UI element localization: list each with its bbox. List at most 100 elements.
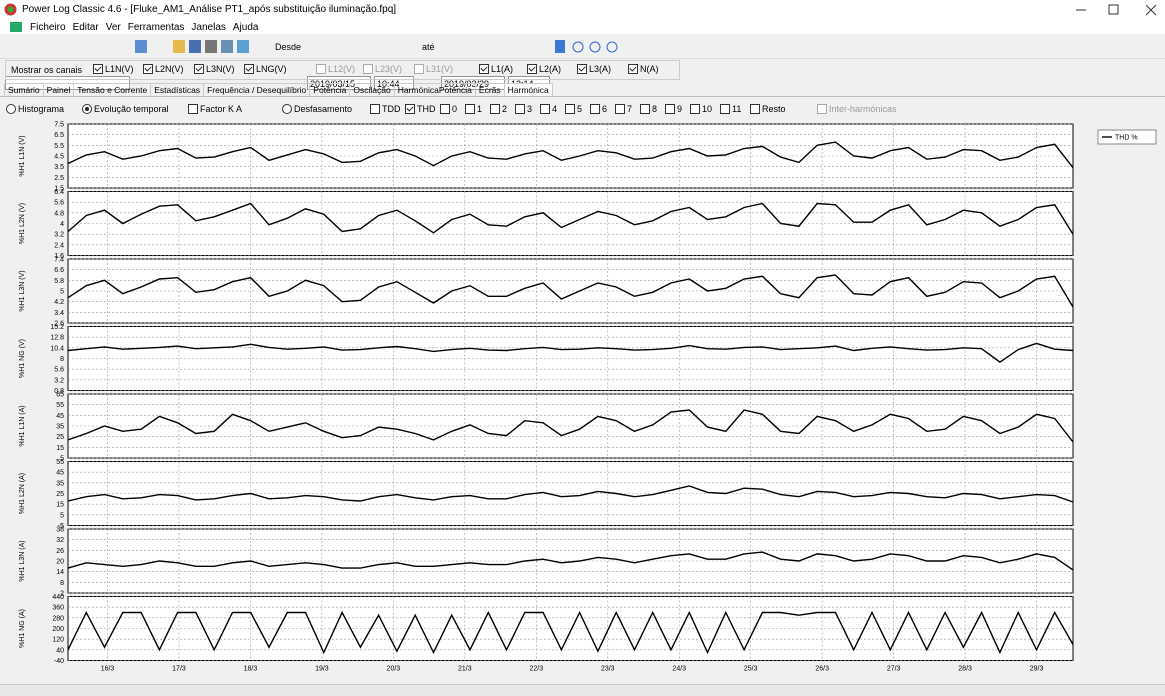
channel-label: L2N(V) (155, 64, 184, 74)
radio[interactable] (282, 104, 292, 114)
harmonic-checkbox[interactable]: Resto (750, 104, 786, 114)
y-tick-label: 2.5 (54, 175, 64, 182)
checkbox[interactable] (690, 104, 700, 114)
channel-checkbox[interactable]: L2(A) (527, 64, 561, 74)
menu-item[interactable]: Ajuda (232, 21, 259, 33)
channel-checkbox[interactable]: L2N(V) (143, 64, 184, 74)
x-tick-label: 24/3 (672, 666, 686, 673)
option-label: 1 (477, 104, 483, 114)
channel-checkbox[interactable]: N(A) (628, 64, 659, 74)
zoom-icons[interactable] (553, 39, 633, 55)
y-tick-label: 45 (56, 470, 64, 477)
checkbox[interactable] (720, 104, 730, 114)
radio[interactable] (82, 104, 92, 114)
checkbox[interactable] (370, 104, 380, 114)
channel-checkbox[interactable]: LNG(V) (244, 64, 287, 74)
checkbox[interactable] (527, 64, 537, 74)
harmonic-checkbox[interactable]: 8 (640, 104, 657, 114)
plot-area (67, 461, 1074, 526)
harmonic-checkbox: Inter-harmónicas (817, 104, 897, 114)
checkbox (316, 64, 326, 74)
menu-bar: Ficheiro Editar Ver Ferramentas Janelas Ajuda (0, 20, 1165, 34)
harmonic-checkbox[interactable]: 4 (540, 104, 557, 114)
radio-option[interactable]: Histograma (6, 104, 64, 114)
checkbox (363, 64, 373, 74)
channel-checkbox: L23(V) (363, 64, 402, 74)
channel-checkbox[interactable]: L1N(V) (93, 64, 134, 74)
y-tick-label: 5 (60, 512, 64, 519)
option-label: Resto (762, 104, 786, 114)
menu-item[interactable]: Ferramentas (127, 21, 185, 33)
y-axis-label: %H1 NG (A) (19, 609, 26, 648)
checkbox[interactable] (577, 64, 587, 74)
data-line (67, 409, 1074, 443)
y-tick-label: 15 (56, 445, 64, 452)
menu-item[interactable]: Ficheiro (30, 21, 66, 33)
checkbox[interactable] (750, 104, 760, 114)
checkbox[interactable] (194, 64, 204, 74)
y-axis-label: %H1 L3N (V) (19, 270, 26, 311)
harmonic-checkbox[interactable]: 3 (515, 104, 532, 114)
checkbox[interactable] (615, 104, 625, 114)
option-label: 9 (677, 104, 683, 114)
harmonic-checkbox[interactable]: TDD (370, 104, 401, 114)
checkbox[interactable] (465, 104, 475, 114)
harmonic-checkbox[interactable]: 11 (720, 104, 741, 114)
checkbox[interactable] (490, 104, 500, 114)
checkbox[interactable] (665, 104, 675, 114)
checkbox[interactable] (479, 64, 489, 74)
harmonic-checkbox[interactable]: 2 (490, 104, 507, 114)
channel-label: L3N(V) (206, 64, 235, 74)
checkbox[interactable] (93, 64, 103, 74)
y-tick-label: 26 (56, 548, 64, 555)
checkbox[interactable] (628, 64, 638, 74)
channel-checkbox[interactable]: L3(A) (577, 64, 611, 74)
toolbar-icons[interactable] (133, 39, 263, 55)
channel-checkbox[interactable]: L3N(V) (194, 64, 235, 74)
window-title: Power Log Classic 4.6 - [Fluke_AM1_Análi… (22, 4, 397, 15)
tab[interactable]: Harmónica (503, 83, 553, 96)
y-tick-label: 2.4 (54, 242, 64, 249)
harmonic-checkbox[interactable]: 10 (690, 104, 712, 114)
y-tick-label: 6.5 (54, 132, 64, 139)
harmonic-checkbox[interactable]: 0 (440, 104, 457, 114)
radio[interactable] (6, 104, 16, 114)
y-tick-label: 32 (56, 537, 64, 544)
menu-item[interactable]: Editar (72, 21, 99, 33)
harmonic-checkbox[interactable]: 6 (590, 104, 607, 114)
checkbox[interactable] (640, 104, 650, 114)
checkbox[interactable] (188, 104, 198, 114)
option-label: Desfasamento (294, 104, 353, 114)
window-controls[interactable] (1060, 0, 1165, 20)
option-label: THD (417, 104, 436, 114)
menu-item[interactable]: Janelas (191, 21, 226, 33)
checkbox[interactable] (590, 104, 600, 114)
checkbox[interactable] (405, 104, 415, 114)
harmonic-checkbox[interactable]: 5 (565, 104, 582, 114)
doc-icon (10, 22, 22, 32)
channel-label: L2(A) (539, 64, 562, 74)
menu-item[interactable]: Ver (105, 21, 121, 33)
x-tick-label: 17/3 (172, 666, 186, 673)
harmonic-checkbox[interactable]: 1 (465, 104, 482, 114)
y-tick-label: 1.6 (54, 253, 64, 260)
option-label: 11 (732, 104, 742, 114)
y-tick-label: -40 (54, 658, 64, 665)
radio-option[interactable]: Desfasamento (282, 104, 352, 114)
checkbox[interactable] (540, 104, 550, 114)
radio-option[interactable]: Evolução temporal (82, 104, 169, 114)
harmonic-checkbox[interactable]: THD (405, 104, 436, 114)
harmonic-checkbox[interactable]: 9 (665, 104, 682, 114)
channel-label: N(A) (640, 64, 659, 74)
checkbox[interactable] (515, 104, 525, 114)
data-line (67, 610, 1074, 655)
checkbox[interactable] (440, 104, 450, 114)
channel-label: L1(A) (491, 64, 514, 74)
checkbox[interactable] (244, 64, 254, 74)
checkbox[interactable] (143, 64, 153, 74)
checkbox[interactable] (565, 104, 575, 114)
radio-option[interactable]: Factor K A (188, 104, 242, 114)
option-label: Histograma (18, 104, 65, 114)
harmonic-checkbox[interactable]: 7 (615, 104, 632, 114)
channel-checkbox[interactable]: L1(A) (479, 64, 513, 74)
